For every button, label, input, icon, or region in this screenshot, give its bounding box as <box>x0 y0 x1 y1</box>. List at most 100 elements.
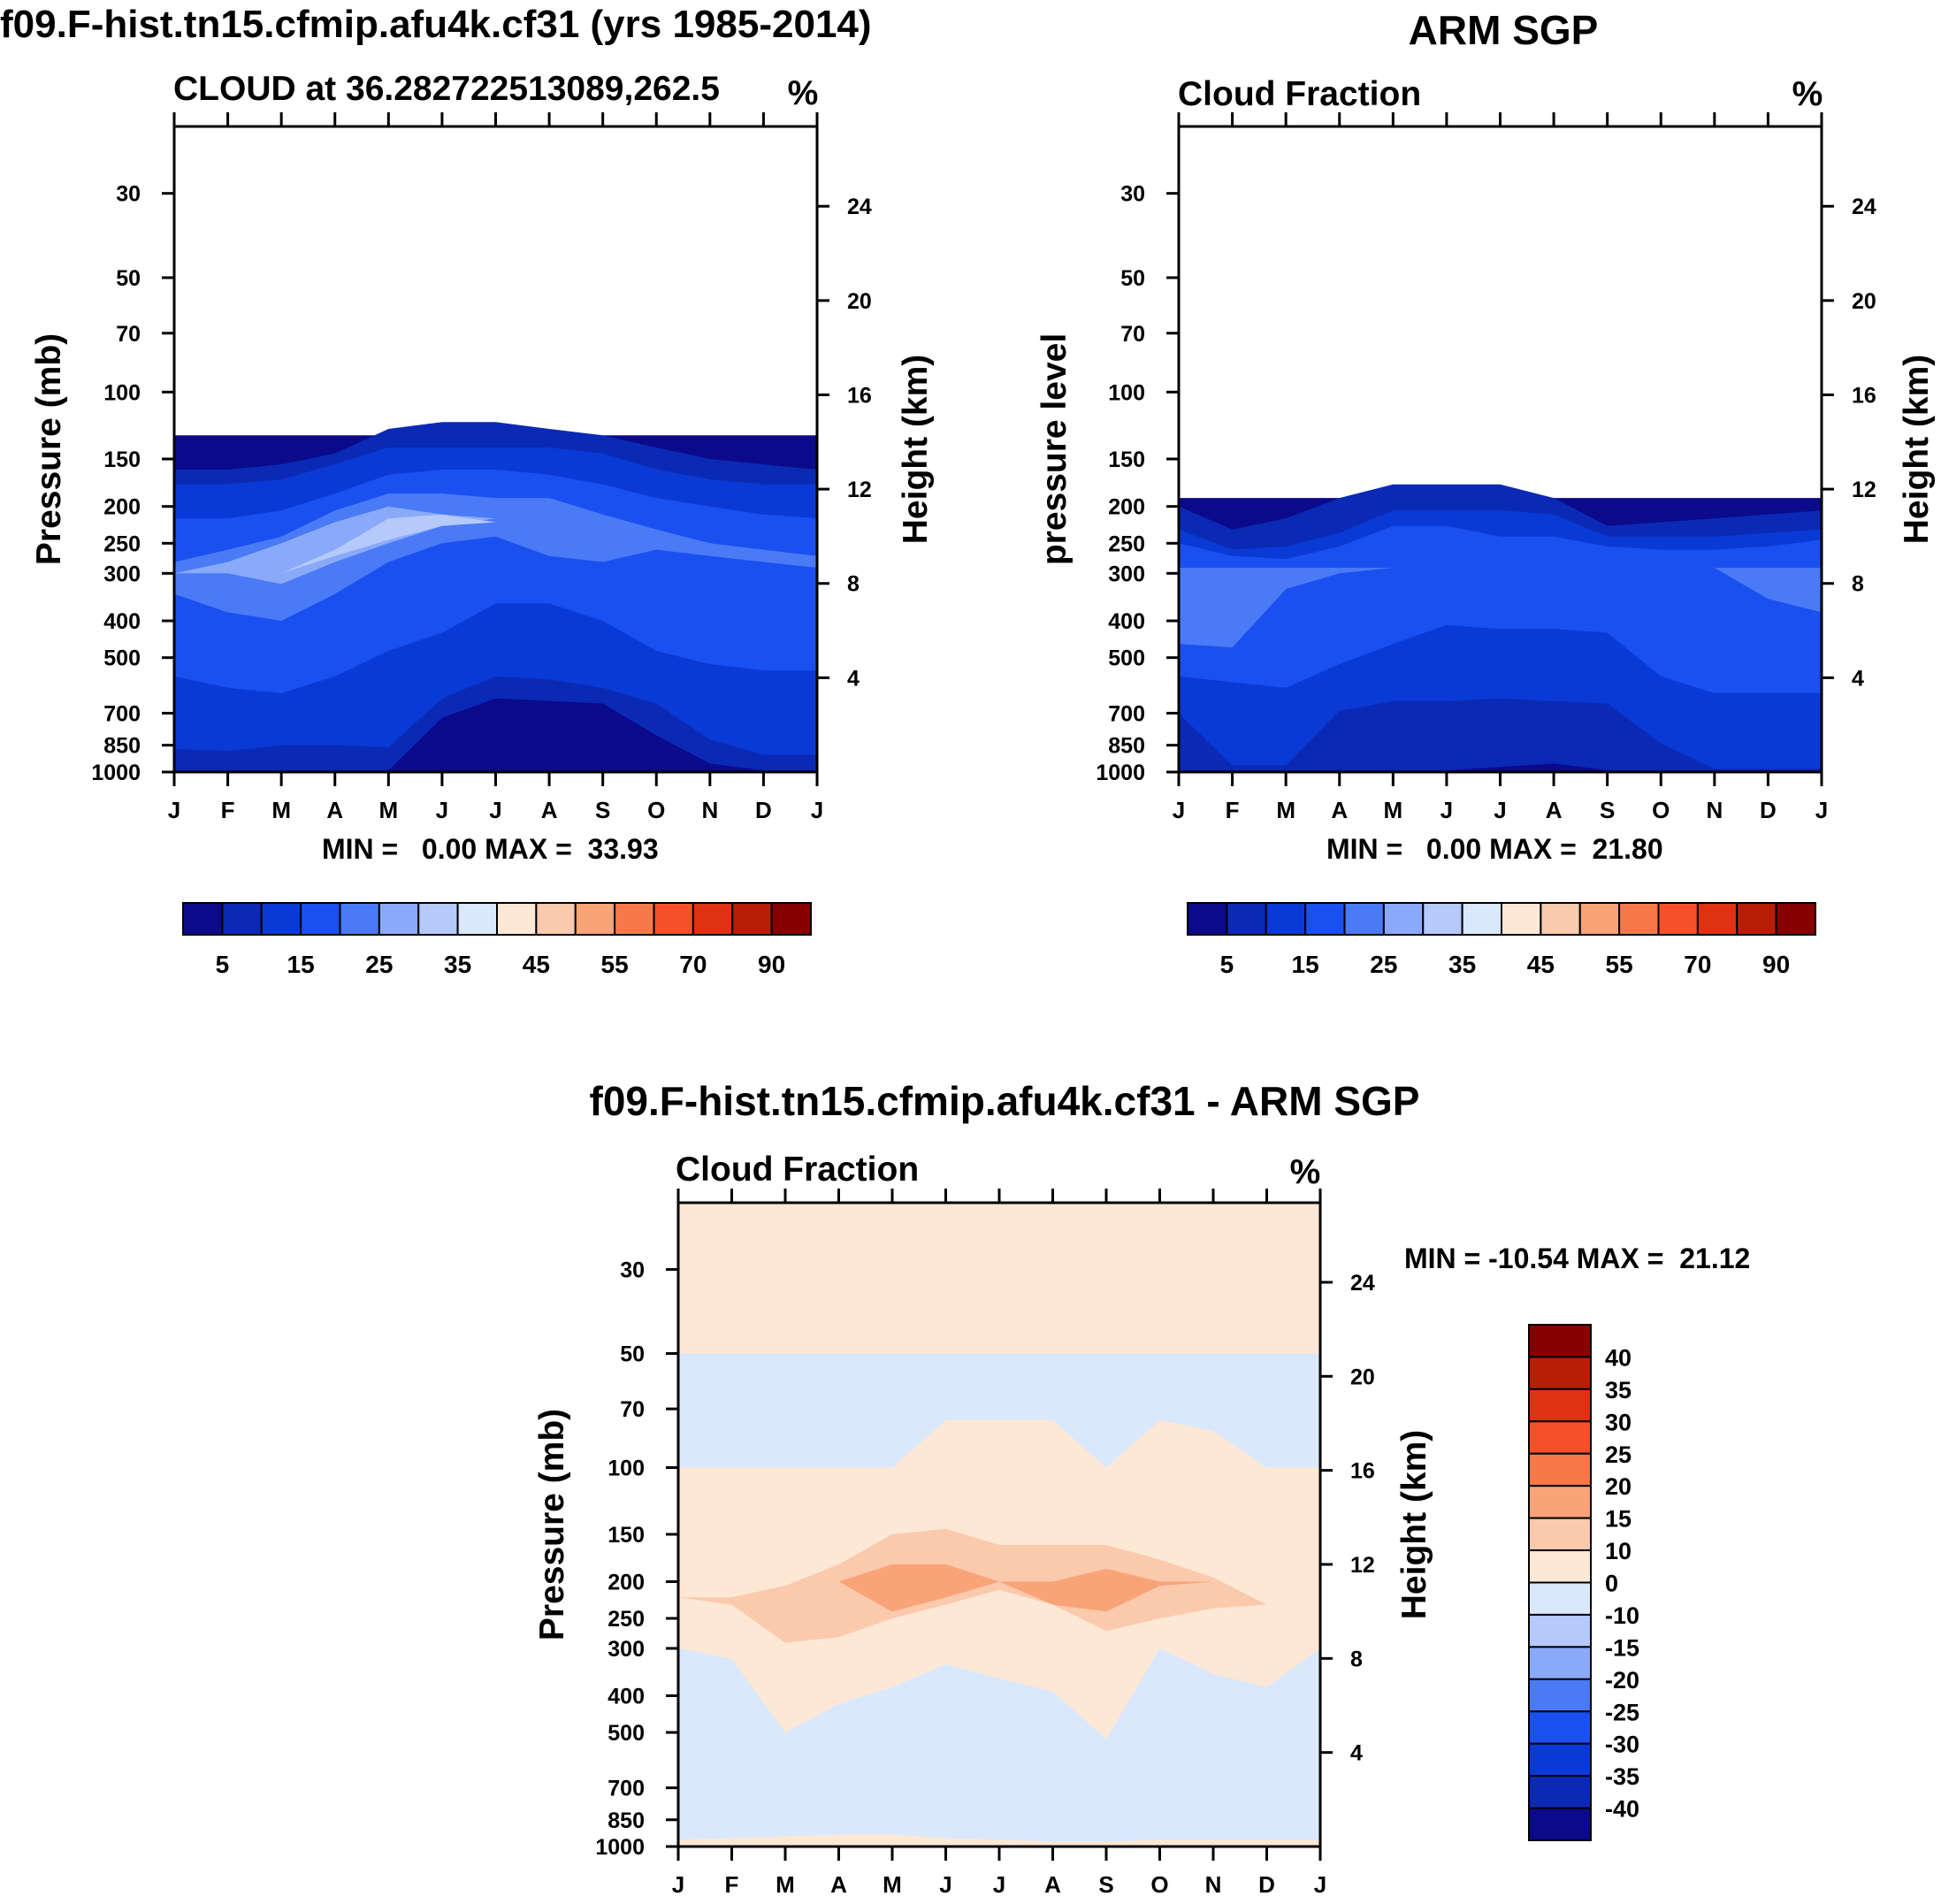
y-tick-label: 400 <box>608 1684 645 1709</box>
colorbar-label: 70 <box>679 951 707 978</box>
colorbar: 5 15 25 35 45 55 70 90 <box>1187 902 1816 978</box>
colorbar-swatch <box>1528 1581 1592 1616</box>
contour-band-2 <box>678 1648 1320 1842</box>
plot-area: J F M A M J J A S O N D J 30 50 70 100 150 200 250 300 400 500… <box>91 112 872 823</box>
y-tick-label: 700 <box>103 701 141 726</box>
colorbar-label: 90 <box>758 951 785 978</box>
colorbar-label: 15 <box>287 951 315 978</box>
y-tick-label: 150 <box>103 447 141 472</box>
min-max-stats: MIN = 0.00 MAX = 33.93 <box>322 833 659 865</box>
x-tick-label: S <box>595 797 610 823</box>
colorbar-swatch <box>1696 902 1738 936</box>
colorbar: 5 15 25 35 45 55 70 90 <box>182 902 812 978</box>
colorbar-swatch <box>456 902 498 936</box>
colorbar-swatch <box>417 902 459 936</box>
x-tick-label: F <box>725 1871 739 1898</box>
x-tick-label: N <box>701 797 718 823</box>
main-title: f09.F-hist.tn15.cfmip.afu4k.cf31 - ARM S… <box>590 1078 1420 1124</box>
panel-obs-cloud: ARM SGP Cloud Fraction % J F M A M J J A S O N D J 30… <box>1035 7 1936 978</box>
colorbar-label: 40 <box>1605 1344 1632 1371</box>
colorbar-swatch <box>496 902 538 936</box>
y-axis-right-label: Height (km) <box>1395 1430 1433 1620</box>
y-tick-label: 300 <box>103 562 141 586</box>
x-tick-label: J <box>672 1871 684 1898</box>
colorbar-swatch <box>300 902 341 936</box>
y-right-tick-label: 4 <box>1852 666 1864 691</box>
colorbar-swatch <box>1226 902 1267 936</box>
x-tick-label: A <box>830 1871 847 1898</box>
y-right-tick-label: 16 <box>1852 383 1876 408</box>
y-tick-label: 150 <box>1108 447 1145 472</box>
x-tick-label: J <box>939 1871 951 1898</box>
colorbar-swatch <box>1304 902 1346 936</box>
colorbar-label: -35 <box>1605 1763 1639 1790</box>
colorbar-swatch <box>1343 902 1385 936</box>
y-right-tick-label: 4 <box>1350 1741 1363 1766</box>
colorbar-swatch <box>260 902 302 936</box>
colorbar-swatch <box>731 902 773 936</box>
y-right-tick-label: 20 <box>1852 289 1876 314</box>
colorbar-swatch <box>1528 1742 1592 1778</box>
colorbar-label: -20 <box>1605 1667 1639 1694</box>
plot-area: J F M A M J J A S O N D J 30 50 70 100 150 200 250 300 400 500… <box>1096 112 1876 823</box>
colorbar-swatch <box>692 902 734 936</box>
colorbar-swatch <box>770 902 812 936</box>
plot-title: CLOUD at 36.282722513089,262.5 <box>173 70 720 108</box>
colorbar-label: 25 <box>365 951 393 978</box>
y-right-tick-label: 12 <box>1350 1553 1375 1578</box>
x-tick-label: A <box>326 797 343 823</box>
y-tick-label: 500 <box>1108 646 1145 671</box>
x-tick-label: J <box>993 1871 1005 1898</box>
colorbar-label: -15 <box>1605 1634 1639 1661</box>
y-right-tick-label: 24 <box>1350 1271 1375 1296</box>
colorbar-label: -25 <box>1605 1699 1639 1725</box>
colorbar-swatch <box>535 902 577 936</box>
y-tick-label: 70 <box>620 1397 645 1422</box>
x-tick-label: S <box>1098 1871 1113 1898</box>
y-axis-label: Pressure (mb) <box>533 1409 571 1640</box>
colorbar-label: -40 <box>1605 1796 1639 1823</box>
colorbar-swatch <box>378 902 420 936</box>
colorbar-label: 25 <box>1605 1441 1632 1468</box>
x-tick-label: J <box>811 797 823 823</box>
colorbar-swatch <box>1528 1646 1592 1680</box>
units-label: % <box>788 74 819 112</box>
y-tick-label: 200 <box>608 1570 645 1594</box>
x-tick-label: A <box>541 797 558 823</box>
units-label: % <box>1792 75 1823 113</box>
x-tick-label: O <box>1652 797 1670 823</box>
x-tick-label: D <box>1258 1871 1275 1898</box>
y-tick-label: 150 <box>608 1523 645 1548</box>
contour-band-3 <box>1179 525 1822 693</box>
y-tick-label: 100 <box>1108 380 1145 405</box>
colorbar-swatch <box>653 902 694 936</box>
colorbar-swatch <box>1422 902 1463 936</box>
y-axis-right-label: Height (km) <box>897 355 935 545</box>
y-right-tick-label: 4 <box>847 666 860 691</box>
y-tick-label: 200 <box>1108 495 1145 520</box>
x-tick-label: M <box>1383 797 1402 823</box>
x-tick-label: M <box>883 1871 902 1898</box>
y-tick-label: 400 <box>103 609 141 634</box>
y-tick-label: 250 <box>1108 531 1145 556</box>
x-tick-label: J <box>168 797 180 823</box>
y-tick-label: 100 <box>608 1457 645 1481</box>
y-right-tick-label: 24 <box>847 195 872 219</box>
colorbar-label: 35 <box>1605 1377 1632 1403</box>
units-label: % <box>1290 1153 1321 1191</box>
colorbar-swatch <box>221 902 263 936</box>
colorbar-label: 35 <box>444 951 471 978</box>
colorbar-swatch <box>1501 902 1542 936</box>
y-tick-label: 1000 <box>595 1835 645 1860</box>
y-tick-label: 70 <box>116 322 141 347</box>
colorbar-swatch <box>1528 1775 1592 1809</box>
y-tick-label: 700 <box>608 1777 645 1801</box>
colorbar-swatch <box>1187 902 1228 936</box>
y-tick-label: 700 <box>1108 701 1145 726</box>
y-right-tick-label: 16 <box>847 383 872 408</box>
x-tick-label: N <box>1706 797 1723 823</box>
colorbar-swatch <box>1528 1420 1592 1455</box>
x-tick-label: M <box>1276 797 1295 823</box>
panel-model-cloud: f09.F-hist.tn15.cfmip.afu4k.cf31 (yrs 19… <box>0 3 935 978</box>
x-tick-label: J <box>1314 1871 1326 1898</box>
